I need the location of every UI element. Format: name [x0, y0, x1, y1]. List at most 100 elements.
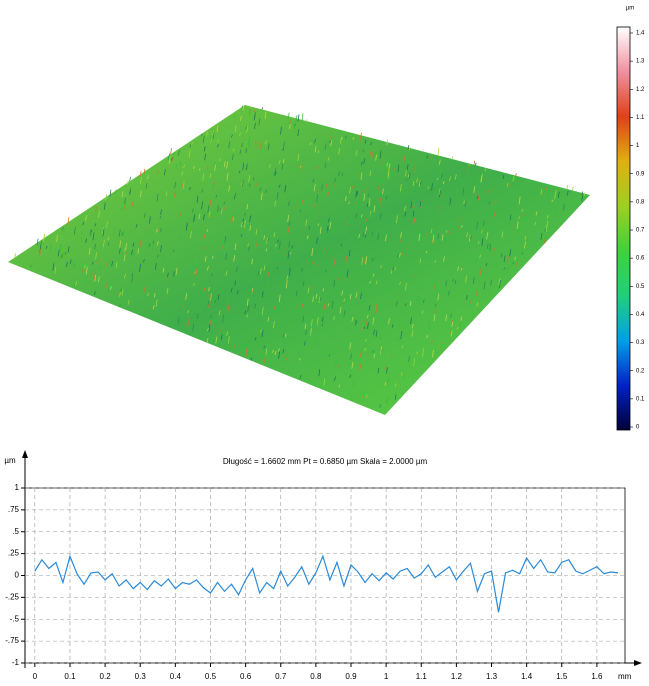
surface-spike — [198, 213, 201, 219]
surface-spike — [294, 123, 296, 127]
surface-spike — [191, 258, 194, 267]
colorbar-tick-label: 0.7 — [636, 228, 645, 234]
surface-spike — [318, 296, 321, 303]
surface-spike — [85, 215, 87, 221]
surface-spike — [346, 219, 349, 226]
surface-spike — [267, 238, 270, 242]
surface-spike — [432, 349, 434, 358]
surface-spike — [449, 198, 452, 206]
surface-spike — [240, 116, 242, 121]
surface-spike — [221, 246, 223, 249]
surface-spike — [310, 327, 312, 336]
surface-spike — [488, 201, 491, 205]
surface-spike — [282, 248, 285, 255]
surface-spike — [245, 126, 247, 130]
surface-spike — [319, 296, 322, 302]
surface-spike — [346, 269, 349, 278]
surface-spike — [156, 241, 159, 246]
surface-spike — [242, 218, 245, 223]
surface-spike — [460, 267, 463, 271]
surface-spike — [139, 170, 142, 177]
surface-spike — [281, 163, 284, 170]
surface-spike — [118, 293, 120, 296]
surface-spike — [234, 125, 237, 133]
surface-spike — [360, 292, 362, 300]
surface-spike — [85, 238, 88, 243]
surface-spike — [109, 189, 112, 197]
surface-spike — [107, 236, 110, 241]
surface-spike — [397, 291, 400, 299]
surface-spike — [365, 226, 368, 235]
surface-spike — [477, 241, 480, 244]
surface-spike — [371, 232, 374, 236]
surface-spike — [545, 224, 548, 232]
surface-spike — [297, 153, 300, 162]
surface-spike — [509, 248, 512, 257]
surface-spike — [126, 251, 128, 255]
surface-spike — [204, 153, 207, 161]
surface-spike — [60, 254, 63, 258]
surface-spike — [433, 314, 436, 322]
surface-spike — [278, 348, 280, 352]
surface-spike — [479, 240, 482, 244]
surface-spike — [367, 322, 369, 330]
surface-spike — [168, 155, 171, 164]
surface-spike — [349, 294, 352, 300]
surface-spike — [368, 305, 371, 311]
surface-spike — [380, 265, 382, 269]
surface-spike — [261, 307, 264, 315]
surface-spike — [375, 306, 378, 314]
surface-spike — [254, 112, 256, 118]
surface-spike — [92, 232, 95, 241]
surface-spike — [504, 255, 507, 260]
surface-spike — [123, 254, 126, 261]
surface-spike — [139, 239, 142, 248]
surface-spike — [314, 337, 317, 345]
surface-spike — [247, 304, 250, 312]
surface-spike — [240, 223, 242, 226]
surface-spike — [334, 376, 336, 381]
surface-spike — [173, 152, 175, 156]
surface-spike — [246, 126, 249, 133]
surface-spike — [107, 242, 110, 246]
surface-spike — [131, 275, 133, 283]
surface-spike — [344, 196, 347, 202]
surface-spike — [543, 238, 546, 244]
surface-spike — [95, 252, 97, 260]
surface-spike — [255, 183, 258, 188]
surface-spike — [418, 233, 421, 241]
surface-spike — [158, 228, 160, 233]
surface-spike — [208, 287, 210, 292]
surface-spike — [401, 187, 404, 194]
surface-spike — [272, 171, 275, 176]
surface-spike — [246, 204, 249, 210]
surface-spike — [156, 193, 159, 202]
surface-spike — [217, 144, 219, 148]
surface-spike — [454, 174, 457, 180]
surface-spike — [454, 279, 457, 285]
surface-spike — [390, 269, 393, 275]
surface-spike — [479, 268, 482, 276]
surface-spike — [228, 141, 231, 149]
surface-spike — [512, 261, 515, 265]
surface-spike — [52, 263, 55, 271]
surface-spike — [397, 337, 400, 342]
surface-spike — [267, 272, 270, 277]
surface-spike — [350, 214, 353, 222]
surface-spike — [440, 342, 443, 350]
surface-spike — [260, 268, 262, 274]
surface-spike — [457, 266, 460, 271]
surface-spike — [566, 184, 569, 190]
surface-spike — [442, 191, 445, 198]
surface-spike — [417, 295, 420, 303]
surface-spike — [121, 288, 124, 296]
y-tick-label: 0 — [15, 571, 20, 580]
surface-spike — [224, 236, 227, 244]
surface-spike — [305, 329, 307, 336]
surface-spike — [61, 252, 64, 259]
surface-spike — [143, 259, 145, 263]
surface-spike — [426, 232, 429, 236]
surface-spike — [124, 201, 127, 210]
surface-spike — [380, 346, 382, 355]
surface-spike — [338, 384, 341, 388]
